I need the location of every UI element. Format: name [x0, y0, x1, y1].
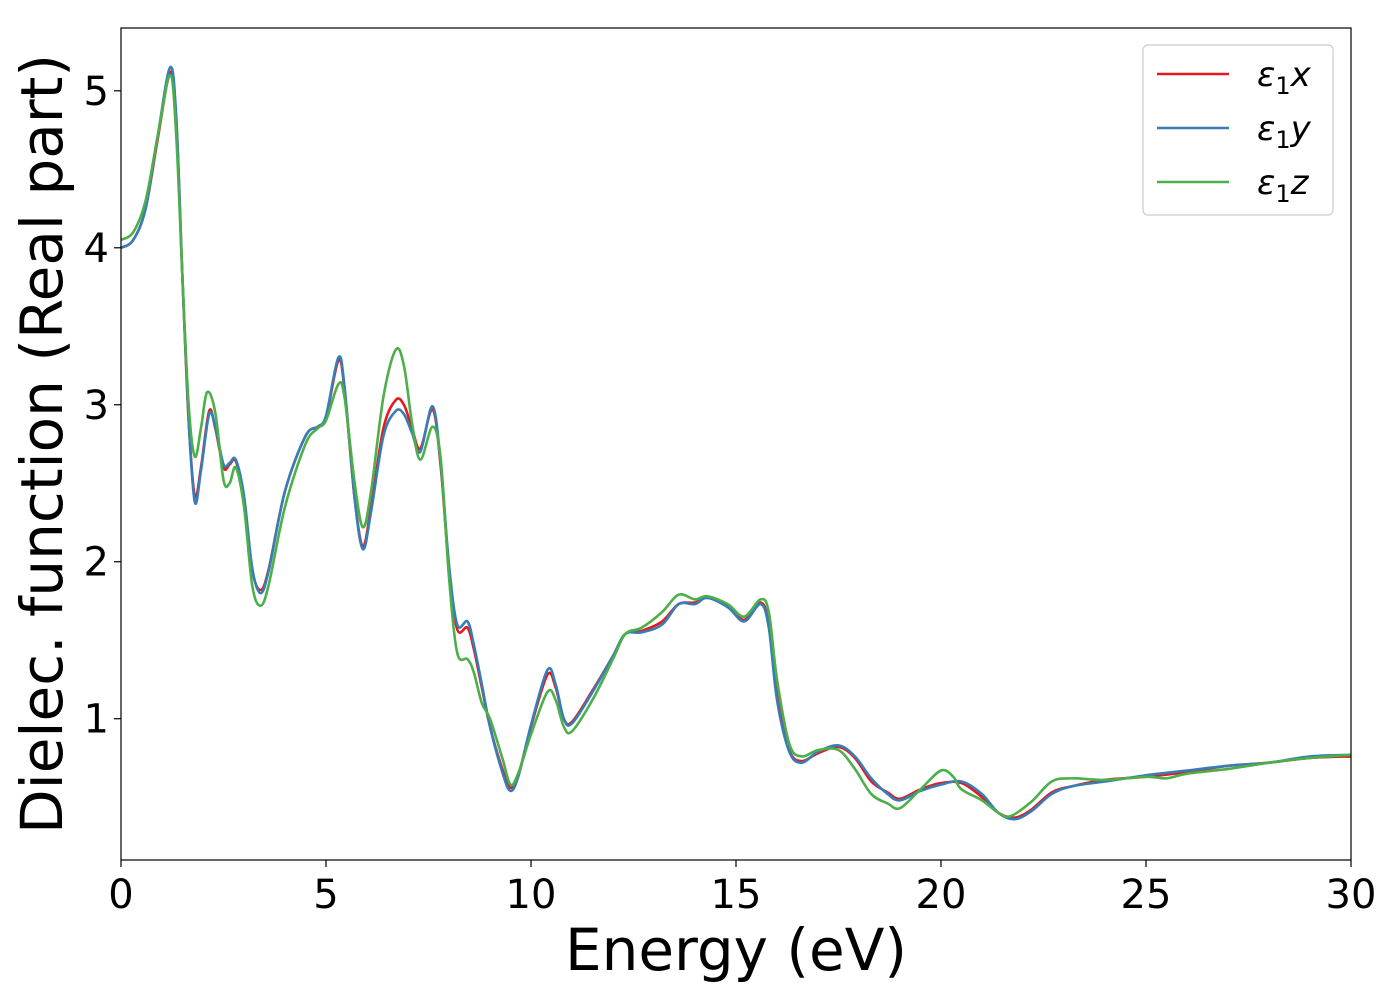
y-axis-ticks: 1 2 3 4 5	[84, 69, 121, 743]
x-axis-ticks: 0 5 10 15 20 25 30	[108, 860, 1376, 918]
y-tick-label: 1	[84, 697, 109, 743]
x-axis-label: Energy (eV)	[565, 916, 907, 984]
x-tick-label: 5	[313, 872, 338, 918]
legend-label: ε1y	[1257, 109, 1312, 154]
y-tick-label: 2	[84, 540, 109, 586]
legend-label: ε1x	[1257, 55, 1312, 100]
x-tick-label: 10	[506, 872, 557, 918]
series-layer	[120, 65, 1352, 821]
y-tick-label: 4	[84, 226, 109, 272]
x-tick-label: 20	[916, 872, 967, 918]
y-tick-label: 3	[84, 383, 109, 429]
series-line-z	[120, 73, 1352, 818]
legend-box	[1142, 44, 1334, 216]
x-tick-label: 0	[108, 872, 133, 918]
x-tick-label: 30	[1326, 872, 1377, 918]
x-tick-label: 25	[1121, 872, 1172, 918]
legend: ε1x ε1y ε1z	[1142, 44, 1334, 216]
y-tick-label: 5	[84, 69, 109, 115]
x-tick-label: 15	[711, 872, 762, 918]
legend-label: ε1z	[1257, 163, 1310, 208]
series-line-y	[120, 65, 1352, 821]
y-axis-label: Dielec. function (Real part)	[8, 54, 76, 834]
